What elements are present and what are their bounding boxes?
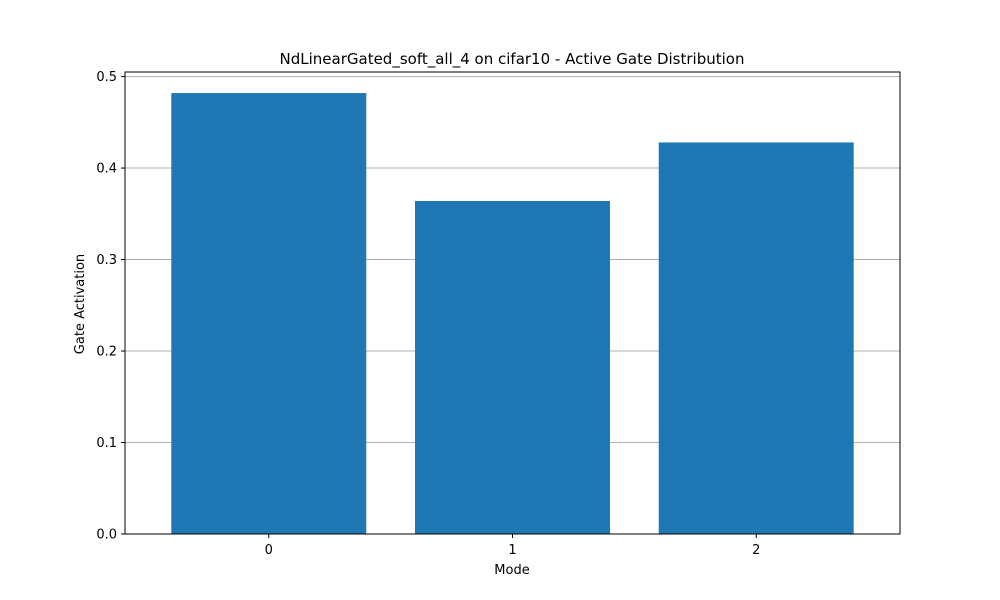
x-tick-label: 0 — [265, 543, 273, 558]
x-axis-label: Mode — [494, 563, 529, 578]
y-tick-label: 0.2 — [96, 345, 117, 360]
x-tick-label: 2 — [752, 543, 760, 558]
y-tick-label: 0.5 — [96, 70, 117, 85]
bar-mode-2 — [658, 142, 854, 535]
x-axis-ticks: 0 1 2 — [265, 534, 760, 558]
chart-title: NdLinearGated_soft_all_4 on cifar10 - Ac… — [280, 50, 745, 69]
y-tick-label: 0.0 — [96, 528, 117, 543]
y-tick-label: 0.4 — [96, 162, 117, 177]
y-tick-label: 0.1 — [96, 436, 117, 451]
bar-mode-1 — [415, 200, 610, 534]
y-axis-label: Gate Activation — [73, 254, 88, 354]
bar-mode-0 — [171, 93, 367, 534]
bars — [171, 93, 854, 535]
y-tick-label: 0.3 — [96, 253, 117, 268]
x-tick-label: 1 — [508, 543, 516, 558]
y-axis-ticks: 0.0 0.1 0.2 0.3 0.4 0.5 — [96, 70, 125, 543]
